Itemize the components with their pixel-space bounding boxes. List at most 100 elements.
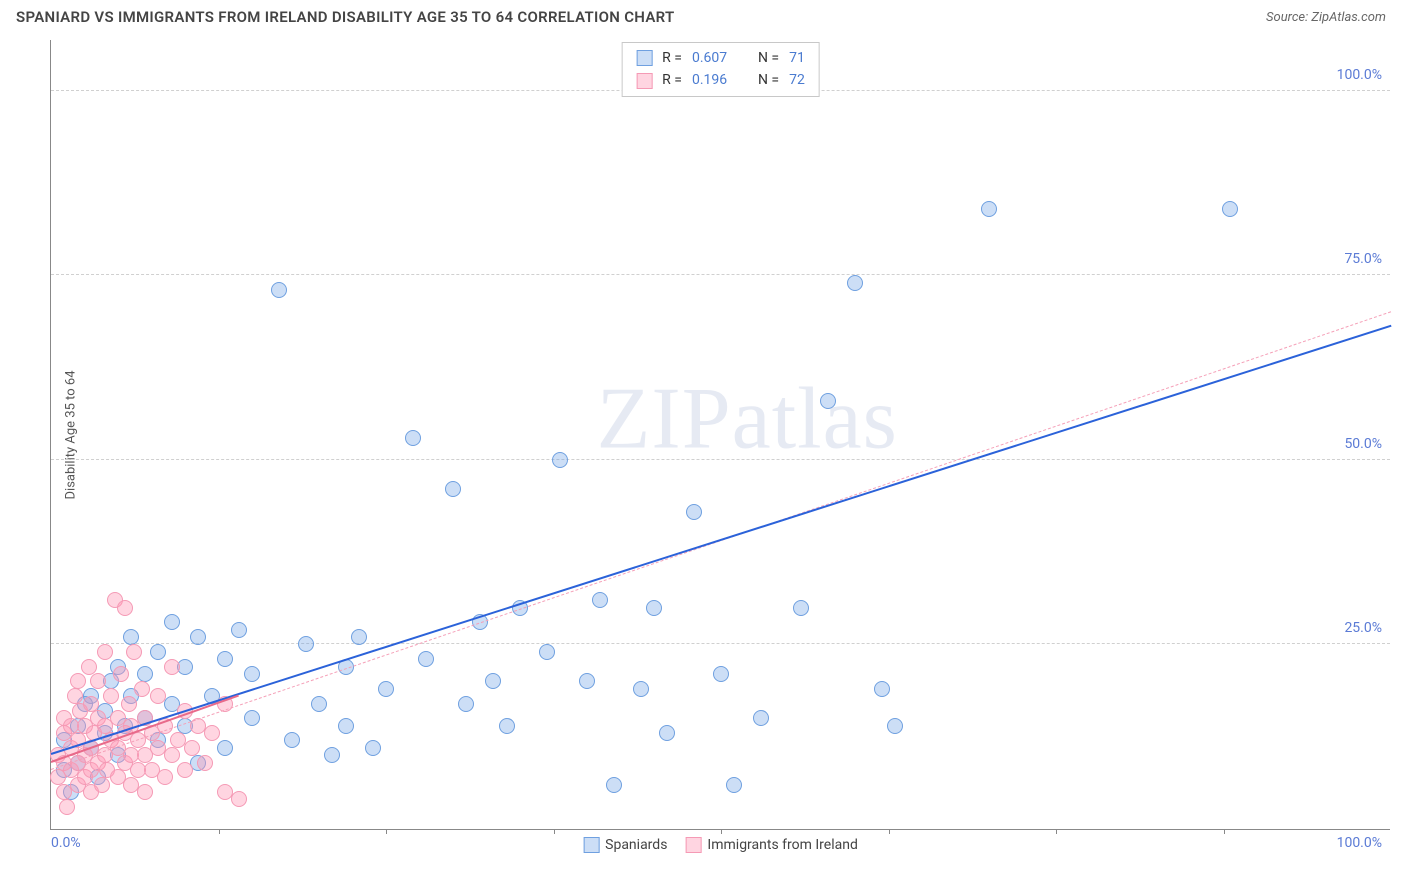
data-point	[499, 718, 515, 734]
data-point	[820, 393, 836, 409]
data-point	[633, 681, 649, 697]
data-point	[244, 710, 260, 726]
data-point	[67, 688, 83, 704]
data-point	[753, 710, 769, 726]
data-point	[592, 592, 608, 608]
data-point	[445, 481, 461, 497]
data-point	[83, 696, 99, 712]
data-point	[579, 673, 595, 689]
data-point	[298, 636, 314, 652]
watermark-atlas: atlas	[732, 370, 898, 467]
x-tick-mark	[554, 829, 555, 834]
data-point	[121, 696, 137, 712]
legend-item: Immigrants from Ireland	[685, 837, 857, 853]
y-axis-label: Disability Age 35 to 64	[64, 370, 79, 499]
data-point	[94, 777, 110, 793]
data-point	[887, 718, 903, 734]
data-point	[311, 696, 327, 712]
data-point	[365, 740, 381, 756]
y-tick-label: 25.0%	[1344, 620, 1382, 636]
data-point	[793, 600, 809, 616]
data-point	[123, 629, 139, 645]
data-point	[726, 777, 742, 793]
data-point	[217, 740, 233, 756]
data-point	[713, 666, 729, 682]
data-point	[981, 201, 997, 217]
series-legend: Spaniards Immigrants from Ireland	[583, 837, 858, 853]
data-point	[659, 725, 675, 741]
data-point	[137, 784, 153, 800]
data-point	[137, 666, 153, 682]
data-point	[97, 644, 113, 660]
data-point	[164, 659, 180, 675]
data-point	[103, 688, 119, 704]
data-point	[271, 282, 287, 298]
data-point	[244, 666, 260, 682]
y-tick-label: 100.0%	[1337, 67, 1382, 83]
data-point	[126, 644, 142, 660]
data-point	[606, 777, 622, 793]
data-point	[90, 673, 106, 689]
r-value: 0.196	[692, 69, 740, 91]
data-point	[351, 629, 367, 645]
data-point	[177, 762, 193, 778]
source-attribution: Source: ZipAtlas.com	[1266, 10, 1386, 25]
gridline	[51, 643, 1390, 644]
legend-swatch	[636, 50, 652, 66]
header: SPANIARD VS IMMIGRANTS FROM IRELAND DISA…	[0, 0, 1406, 32]
data-point	[231, 622, 247, 638]
data-point	[874, 681, 890, 697]
data-point	[150, 644, 166, 660]
scatter-chart: Disability Age 35 to 64 ZIPatlas 0.0% 10…	[50, 40, 1390, 830]
data-point	[184, 740, 200, 756]
gridline	[51, 274, 1390, 275]
data-point	[458, 696, 474, 712]
n-label: N =	[758, 47, 779, 69]
legend-swatch	[636, 73, 652, 89]
x-axis-min-label: 0.0%	[51, 835, 81, 851]
correlation-legend: R =0.607N =71R =0.196N =72	[621, 42, 820, 97]
data-point	[134, 681, 150, 697]
legend-swatch	[685, 837, 701, 853]
legend-item: Spaniards	[583, 837, 667, 853]
r-label: R =	[662, 47, 682, 69]
x-tick-mark	[1056, 829, 1057, 834]
data-point	[338, 718, 354, 734]
data-point	[1222, 201, 1238, 217]
data-point	[378, 681, 394, 697]
data-point	[847, 275, 863, 291]
y-tick-label: 75.0%	[1344, 251, 1382, 267]
x-tick-mark	[721, 829, 722, 834]
data-point	[485, 673, 501, 689]
data-point	[117, 600, 133, 616]
legend-row: R =0.196N =72	[636, 69, 805, 91]
n-value: 72	[789, 69, 805, 91]
y-tick-label: 50.0%	[1344, 436, 1382, 452]
data-point	[646, 600, 662, 616]
data-point	[113, 666, 129, 682]
data-point	[204, 725, 220, 741]
data-point	[59, 799, 75, 815]
data-point	[686, 504, 702, 520]
data-point	[539, 644, 555, 660]
x-tick-mark	[219, 829, 220, 834]
legend-row: R =0.607N =71	[636, 47, 805, 69]
data-point	[284, 732, 300, 748]
legend-swatch	[583, 837, 599, 853]
data-point	[324, 747, 340, 763]
data-point	[418, 651, 434, 667]
data-point	[157, 769, 173, 785]
data-point	[164, 614, 180, 630]
watermark: ZIPatlas	[597, 368, 898, 469]
data-point	[552, 452, 568, 468]
data-point	[197, 755, 213, 771]
data-point	[164, 747, 180, 763]
legend-label: Spaniards	[605, 837, 667, 853]
data-point	[190, 629, 206, 645]
n-value: 71	[789, 47, 805, 69]
trend-line	[51, 325, 1392, 755]
data-point	[231, 791, 247, 807]
data-point	[81, 659, 97, 675]
chart-title: SPANIARD VS IMMIGRANTS FROM IRELAND DISA…	[16, 8, 675, 26]
watermark-zip: ZIP	[597, 370, 732, 467]
